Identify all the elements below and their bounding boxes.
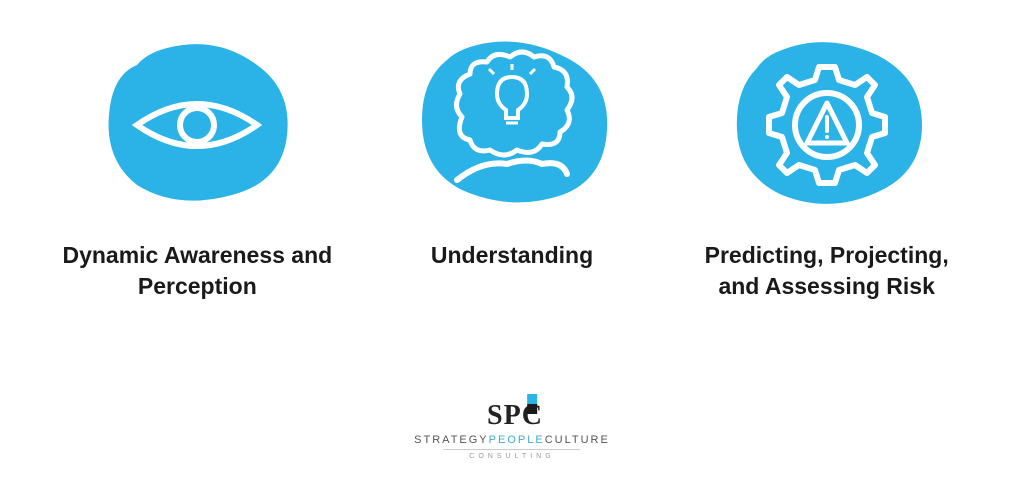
logo-subline: CONSULTING [444, 449, 581, 460]
gear-warning-icon [727, 40, 927, 210]
card-title-awareness: Dynamic Awareness and Perception [60, 240, 335, 302]
logo-squares-icon [527, 394, 537, 414]
logo-tagline: STRATEGYPEOPLECULTURE [414, 434, 610, 446]
card-title-risk: Predicting, Projecting, and Assessing Ri… [689, 240, 964, 302]
spc-logo: SPC STRATEGYPEOPLECULTURE CONSULTING [414, 394, 610, 460]
brain-lightbulb-hand-icon [412, 40, 612, 210]
card-awareness: Dynamic Awareness and Perception [60, 40, 335, 302]
card-risk: Predicting, Projecting, and Assessing Ri… [689, 40, 964, 302]
eye-icon [97, 40, 297, 210]
card-title-understanding: Understanding [431, 240, 593, 271]
card-row: Dynamic Awareness and Perception [0, 0, 1024, 302]
card-understanding: Understanding [375, 40, 650, 271]
